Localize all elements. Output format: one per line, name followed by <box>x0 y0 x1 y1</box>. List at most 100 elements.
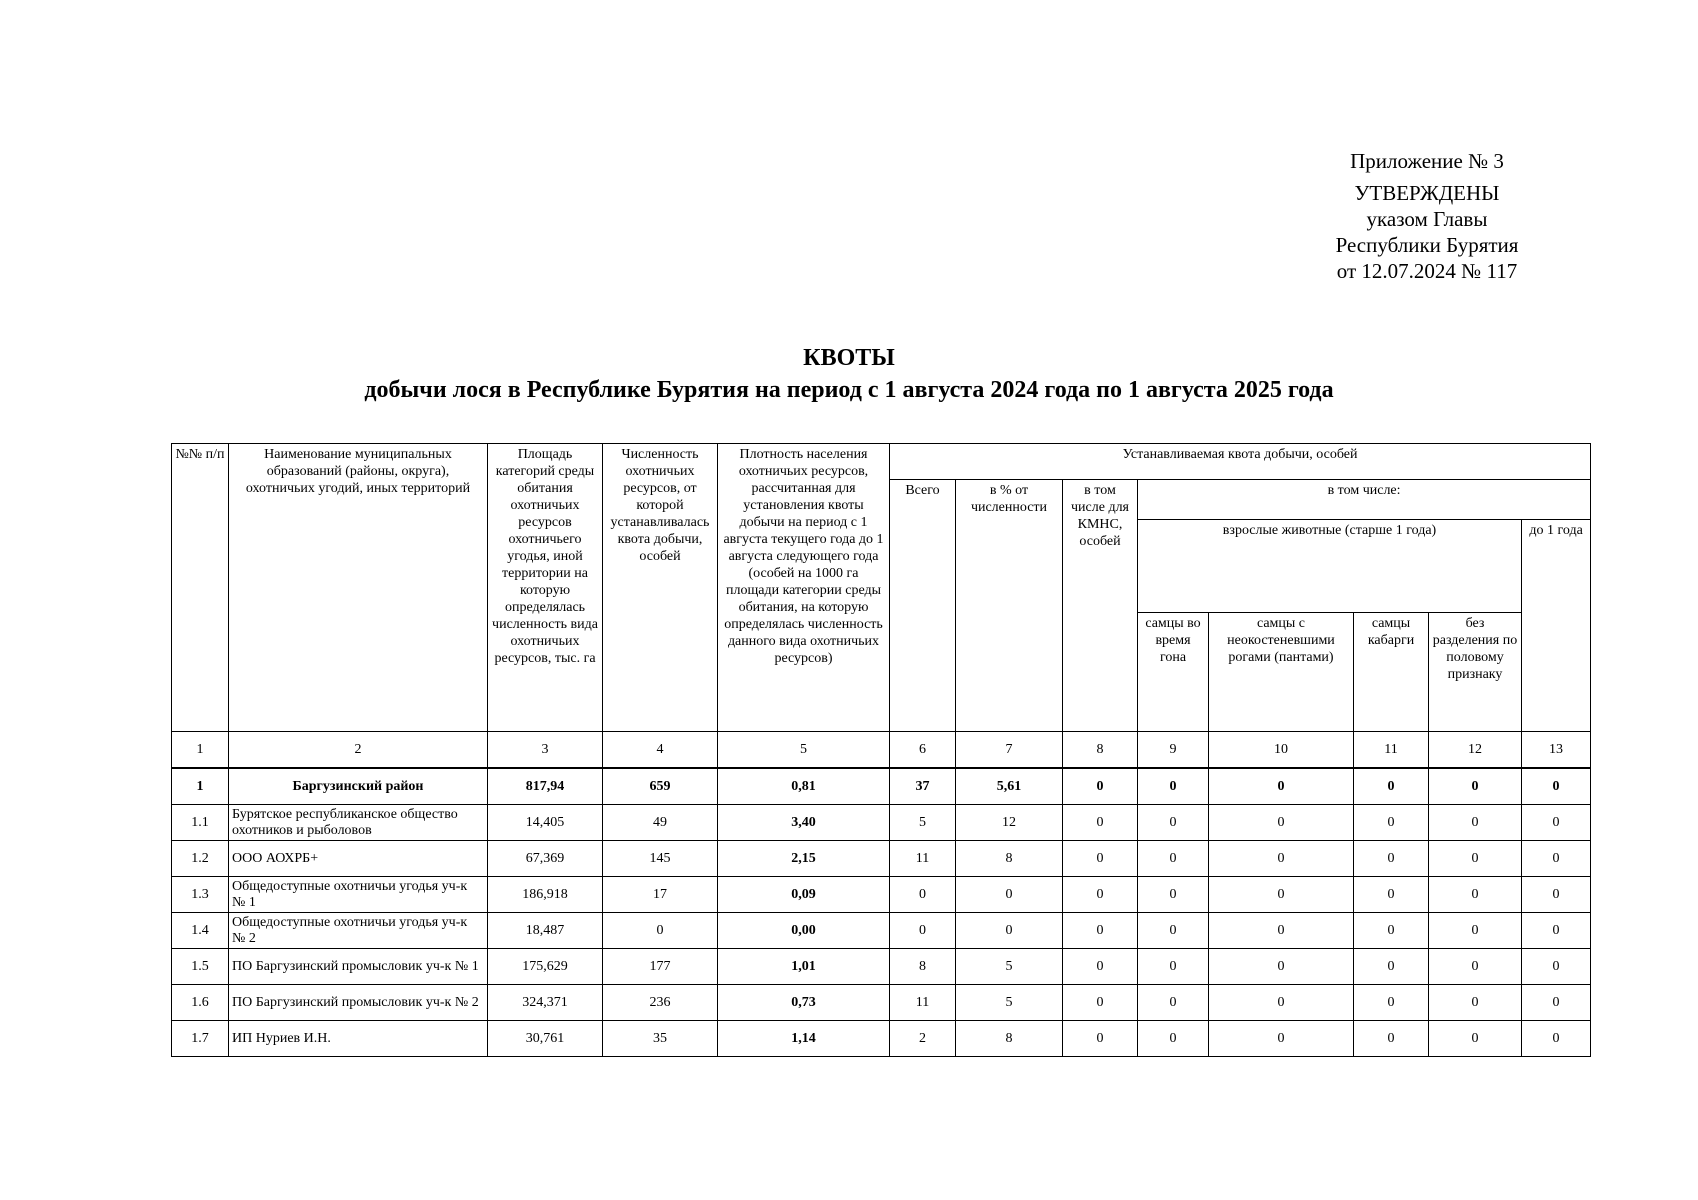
header-rut: самцы во время гона <box>1137 612 1209 732</box>
cell-kmns: 0 <box>1062 912 1138 949</box>
cell-kmns: 0 <box>1062 1020 1138 1057</box>
cell-density: 0,73 <box>717 984 890 1021</box>
column-number-row: 1 2 3 4 5 6 7 8 9 10 11 12 13 <box>171 731 1592 769</box>
cell-no: 1.3 <box>171 876 229 913</box>
cell-rut: 0 <box>1137 767 1209 805</box>
cell-area: 14,405 <box>487 804 603 841</box>
cell-total: 0 <box>889 912 956 949</box>
cell-velvet: 0 <box>1208 948 1354 985</box>
cell-nosex: 0 <box>1428 840 1522 877</box>
cell-kmns: 0 <box>1062 948 1138 985</box>
cell-under1: 0 <box>1520 984 1592 1021</box>
column-number: 2 <box>228 731 488 769</box>
header-nosex: без разделения по половому признаку <box>1428 612 1522 732</box>
column-number: 13 <box>1520 731 1592 769</box>
cell-rut: 0 <box>1137 912 1209 949</box>
cell-count: 659 <box>602 767 718 805</box>
cell-no: 1.2 <box>171 840 229 877</box>
cell-no: 1.1 <box>171 804 229 841</box>
cell-under1: 0 <box>1520 840 1592 877</box>
column-number: 3 <box>487 731 603 769</box>
cell-density: 2,15 <box>717 840 890 877</box>
cell-percent: 12 <box>955 804 1063 841</box>
cell-percent: 5 <box>955 948 1063 985</box>
cell-under1: 0 <box>1520 767 1592 805</box>
header-total: Всего <box>889 479 956 732</box>
table-row: 1.4 Общедоступные охотничьи угодья уч-к №… <box>171 912 1592 949</box>
column-number: 1 <box>171 731 229 769</box>
cell-total: 5 <box>889 804 956 841</box>
cell-name: Общедоступные охотничьи угодья уч-к № 1 <box>228 876 488 913</box>
cell-name: Бурятское республиканское общество охотн… <box>228 804 488 841</box>
cell-count: 49 <box>602 804 718 841</box>
title-sub: добычи лося в Республике Бурятия на пери… <box>364 377 1334 403</box>
cell-kmns: 0 <box>1062 804 1138 841</box>
cell-no: 1.7 <box>171 1020 229 1057</box>
cell-nosex: 0 <box>1428 767 1522 805</box>
cell-count: 0 <box>602 912 718 949</box>
column-number: 7 <box>955 731 1063 769</box>
cell-musk: 0 <box>1353 948 1429 985</box>
cell-musk: 0 <box>1353 767 1429 805</box>
cell-velvet: 0 <box>1208 876 1354 913</box>
header-velvet: самцы с неокостеневшими рогами (пантами) <box>1208 612 1354 732</box>
cell-name: ПО Баргузинский промысловик уч-к № 1 <box>228 948 488 985</box>
cell-total: 37 <box>889 767 956 805</box>
cell-musk: 0 <box>1353 840 1429 877</box>
cell-rut: 0 <box>1137 984 1209 1021</box>
cell-velvet: 0 <box>1208 840 1354 877</box>
decree-date: от 12.07.2024 № 117 <box>1336 259 1518 283</box>
cell-count: 145 <box>602 840 718 877</box>
cell-count: 177 <box>602 948 718 985</box>
cell-musk: 0 <box>1353 804 1429 841</box>
cell-total: 11 <box>889 840 956 877</box>
cell-area: 67,369 <box>487 840 603 877</box>
cell-area: 817,94 <box>487 767 603 805</box>
header-quota: Устанавливаемая квота добычи, особей <box>888 443 1592 480</box>
cell-kmns: 0 <box>1062 767 1138 805</box>
cell-velvet: 0 <box>1208 767 1354 805</box>
cell-area: 175,629 <box>487 948 603 985</box>
table-row: 1.1 Бурятское республиканское общество ох… <box>171 804 1592 841</box>
cell-area: 324,371 <box>487 984 603 1021</box>
approved-label: УТВЕРЖДЕНЫ <box>1354 181 1500 205</box>
cell-percent: 5 <box>955 984 1063 1021</box>
header-area: Площадь категорий среды обитания охотнич… <box>487 443 603 732</box>
cell-kmns: 0 <box>1062 876 1138 913</box>
table-row: 1.7 ИП Нуриев И.Н. 30,761 35 1,14 2 8 0 0 0 0 0 0 <box>171 1020 1592 1057</box>
cell-musk: 0 <box>1353 912 1429 949</box>
header-kmns: в том числе для КМНС, особей <box>1062 479 1138 732</box>
header-name: Наименование муниципальных образований (… <box>228 443 488 732</box>
header-density: Плотность населения охотничьих ресурсов,… <box>717 443 890 732</box>
cell-musk: 0 <box>1353 1020 1429 1057</box>
cell-velvet: 0 <box>1208 984 1354 1021</box>
table-row: 1 Баргузинский район 817,94 659 0,81 37 5,61 0 0… <box>171 767 1592 805</box>
cell-name: ООО АОХРБ+ <box>228 840 488 877</box>
cell-rut: 0 <box>1137 804 1209 841</box>
column-number: 5 <box>717 731 890 769</box>
cell-under1: 0 <box>1520 804 1592 841</box>
cell-count: 17 <box>602 876 718 913</box>
cell-total: 2 <box>889 1020 956 1057</box>
cell-density: 0,09 <box>717 876 890 913</box>
cell-name: Баргузинский район <box>228 767 488 805</box>
quota-table: №№ п/п Наименование муниципальных образо… <box>171 443 1592 1057</box>
cell-area: 18,487 <box>487 912 603 949</box>
cell-name: ИП Нуриев И.Н. <box>228 1020 488 1057</box>
document-title: КВОТЫ добычи лося в Республике Бурятия н… <box>0 342 1698 406</box>
cell-area: 186,918 <box>487 876 603 913</box>
cell-rut: 0 <box>1137 876 1209 913</box>
cell-velvet: 0 <box>1208 912 1354 949</box>
cell-area: 30,761 <box>487 1020 603 1057</box>
cell-count: 236 <box>602 984 718 1021</box>
header-under1: до 1 года <box>1520 519 1592 732</box>
column-number: 12 <box>1428 731 1522 769</box>
cell-under1: 0 <box>1520 1020 1592 1057</box>
cell-no: 1.6 <box>171 984 229 1021</box>
cell-percent: 5,61 <box>955 767 1063 805</box>
cell-density: 0,81 <box>717 767 890 805</box>
table-row: 1.2 ООО АОХРБ+ 67,369 145 2,15 11 8 0 0 0 0 0 0 <box>171 840 1592 877</box>
approved-by-republic: Республики Бурятия <box>1335 233 1519 257</box>
cell-name: Общедоступные охотничьи угодья уч-к № 2 <box>228 912 488 949</box>
